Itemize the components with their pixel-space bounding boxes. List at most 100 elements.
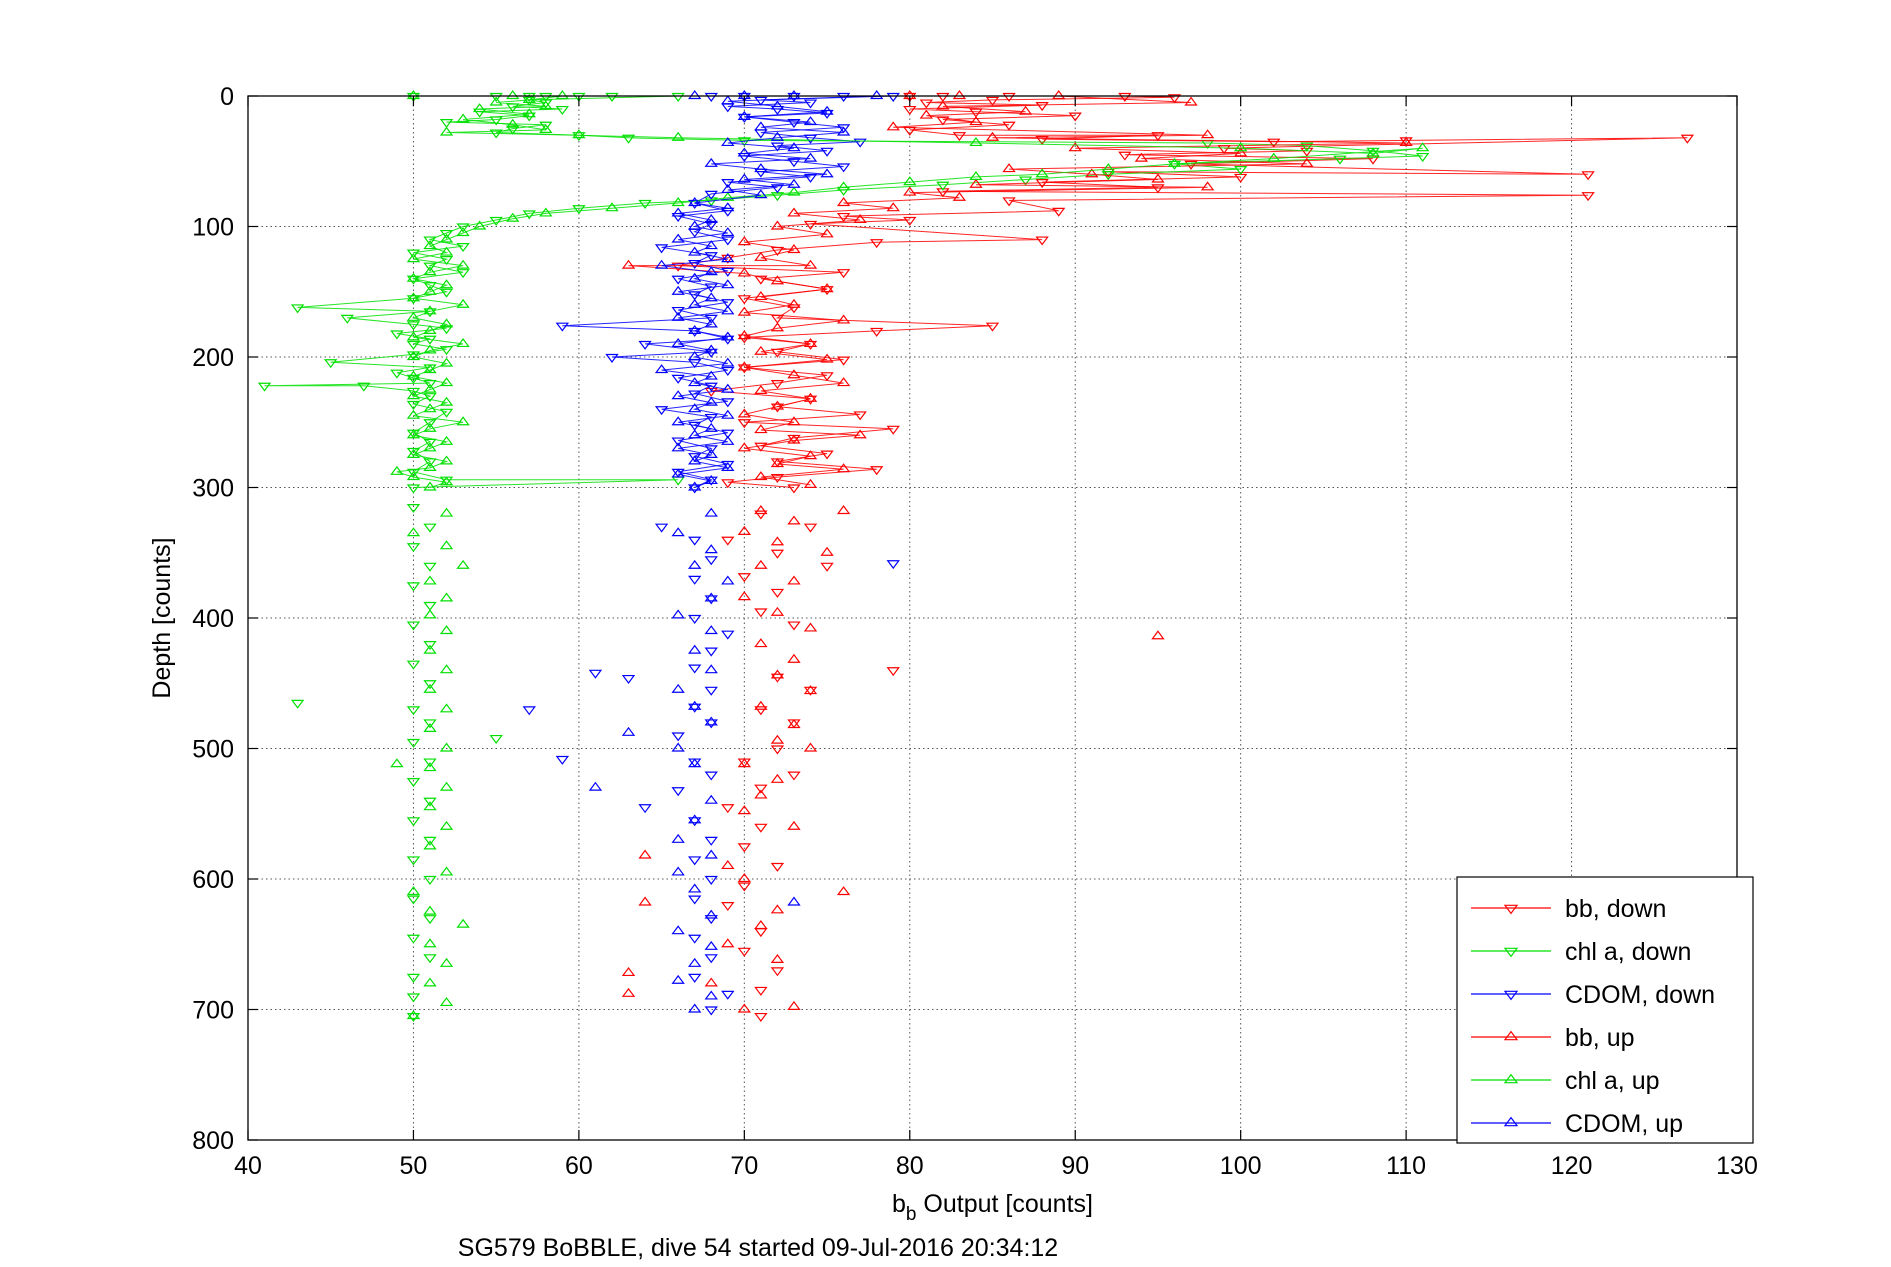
data-point — [506, 118, 520, 128]
y-tick-label: 700 — [192, 997, 234, 1025]
data-point — [605, 202, 619, 212]
data-point — [754, 505, 768, 515]
data-point — [770, 400, 785, 410]
data-point — [1068, 112, 1082, 122]
data-point — [754, 823, 768, 833]
data-point — [1118, 151, 1132, 161]
series-4 — [390, 90, 1430, 1020]
data-point — [688, 644, 702, 654]
data-point — [688, 664, 702, 674]
data-point — [1101, 163, 1116, 173]
data-point — [985, 322, 1000, 332]
data-point — [754, 784, 768, 794]
data-point — [787, 575, 801, 585]
data-point — [456, 259, 470, 269]
data-point — [439, 625, 454, 635]
data-point — [406, 895, 421, 905]
data-point — [721, 227, 735, 237]
data-point — [737, 408, 752, 418]
legend-label: CDOM, down — [1565, 981, 1715, 1009]
data-point — [654, 523, 669, 533]
data-point — [820, 546, 834, 556]
x-tick-label: 90 — [1061, 1152, 1089, 1180]
data-point — [406, 817, 421, 827]
data-point — [671, 285, 685, 295]
data-point — [621, 726, 636, 736]
y-tick-label: 500 — [192, 736, 234, 764]
data-point — [423, 680, 437, 690]
data-point — [704, 875, 718, 885]
data-point — [787, 820, 801, 830]
data-point — [423, 562, 437, 572]
data-point — [671, 732, 685, 742]
data-point — [423, 324, 437, 334]
data-point — [439, 256, 454, 266]
data-point — [555, 755, 570, 765]
data-point — [704, 344, 718, 354]
series-2 — [522, 92, 900, 1016]
data-point — [671, 207, 685, 217]
data-point — [1167, 94, 1182, 104]
y-tick-label: 400 — [192, 605, 234, 633]
data-point — [406, 447, 421, 457]
data-point — [787, 515, 801, 525]
legend: bb, down chl a, down CDOM, down bb, up chl a… — [1456, 876, 1754, 1144]
data-point — [770, 220, 785, 230]
data-point — [671, 374, 685, 384]
data-point — [439, 233, 454, 243]
data-point — [423, 403, 437, 413]
data-point — [704, 475, 718, 485]
data-point — [621, 674, 636, 684]
data-point — [605, 353, 619, 363]
data-point — [406, 886, 421, 896]
data-point — [737, 591, 752, 601]
data-point — [721, 103, 735, 113]
data-point — [820, 228, 834, 238]
data-point — [423, 523, 437, 533]
data-point — [737, 295, 752, 305]
data-point — [423, 915, 437, 925]
data-point — [671, 197, 685, 207]
data-point — [754, 1012, 768, 1022]
data-point — [671, 476, 685, 486]
data-point — [671, 742, 685, 752]
data-point — [671, 442, 685, 452]
data-point — [423, 875, 437, 885]
data-point — [456, 416, 470, 426]
data-point — [1581, 192, 1595, 202]
data-point — [737, 573, 752, 583]
data-point — [688, 199, 702, 209]
data-point — [770, 184, 785, 194]
data-point — [737, 110, 752, 120]
data-point — [1267, 138, 1281, 148]
data-point — [836, 126, 851, 136]
data-point — [1233, 166, 1248, 176]
data-point — [671, 416, 685, 426]
data-point — [721, 179, 735, 189]
data-point — [572, 92, 586, 102]
data-point — [406, 582, 421, 592]
data-point — [671, 131, 685, 141]
data-point — [969, 170, 983, 180]
data-point — [1300, 157, 1314, 167]
data-point — [721, 859, 735, 870]
data-point — [406, 292, 421, 302]
legend-marker — [1503, 904, 1519, 915]
legend-marker — [1503, 1073, 1519, 1084]
data-point — [952, 132, 967, 142]
data-point — [1051, 207, 1066, 217]
data-point — [439, 408, 454, 418]
data-point — [820, 450, 834, 460]
data-point — [423, 262, 437, 272]
data-point — [770, 314, 785, 324]
data-point — [439, 396, 454, 406]
legend-marker — [1503, 1116, 1519, 1127]
data-point — [704, 977, 718, 987]
data-point — [737, 1003, 752, 1013]
data-point — [588, 669, 603, 679]
data-point — [688, 324, 702, 334]
data-point — [671, 92, 685, 102]
data-point — [721, 305, 735, 315]
data-point — [869, 327, 884, 337]
data-point — [770, 549, 785, 559]
